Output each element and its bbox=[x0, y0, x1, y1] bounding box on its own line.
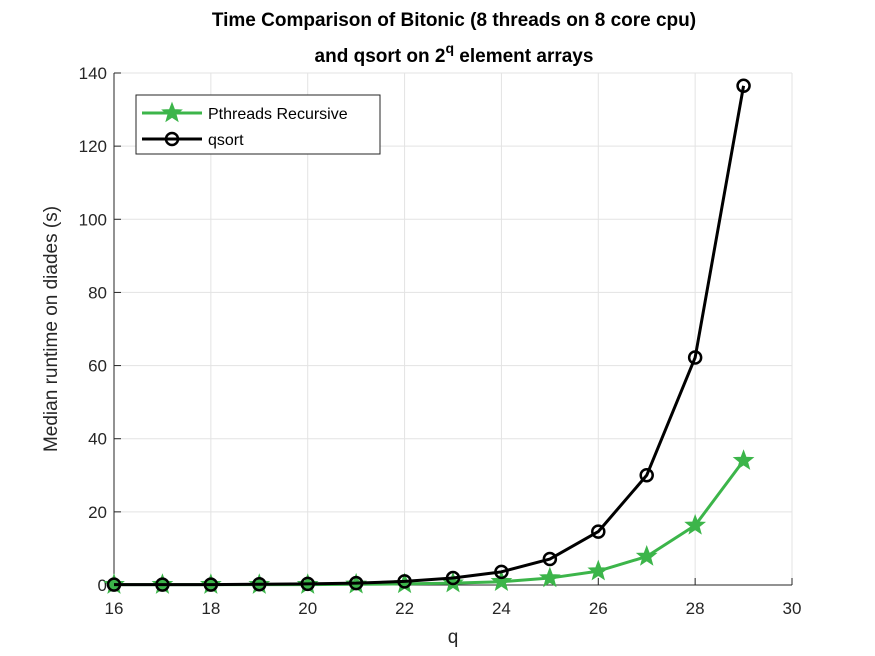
circle-marker bbox=[397, 574, 412, 589]
x-tick-label: 26 bbox=[589, 599, 608, 618]
star-marker bbox=[635, 545, 658, 566]
legend-label: qsort bbox=[208, 132, 244, 149]
circle-marker bbox=[164, 131, 180, 147]
x-tick-label: 22 bbox=[395, 599, 414, 618]
title-line2-prefix: and qsort on 2 bbox=[315, 46, 446, 67]
series-line bbox=[114, 85, 746, 587]
legend-entry: qsort bbox=[142, 131, 244, 149]
circle-marker bbox=[203, 577, 219, 592]
chart-title-line1: Time Comparison of Bitonic (8 threads on… bbox=[212, 10, 696, 31]
series-qsort bbox=[106, 78, 751, 592]
star-marker bbox=[490, 570, 513, 591]
series-layer bbox=[103, 78, 755, 594]
x-tick-label: 24 bbox=[492, 599, 511, 618]
circle-marker bbox=[348, 575, 364, 591]
circle-marker bbox=[252, 577, 267, 592]
circle-marker bbox=[106, 577, 122, 592]
circle-marker bbox=[300, 576, 315, 592]
y-tick-label: 140 bbox=[79, 64, 107, 83]
x-axis-label: q bbox=[448, 627, 459, 648]
y-tick-label: 20 bbox=[88, 503, 107, 522]
x-tick-label: 18 bbox=[201, 599, 220, 618]
plot-area bbox=[114, 73, 792, 585]
x-tick-label: 16 bbox=[105, 599, 124, 618]
circle-marker bbox=[687, 350, 703, 365]
circle-marker bbox=[591, 524, 606, 539]
star-marker bbox=[732, 449, 755, 470]
circle-marker bbox=[155, 577, 170, 592]
star-marker bbox=[684, 513, 707, 535]
circle-marker bbox=[736, 78, 751, 94]
star-marker bbox=[538, 566, 561, 588]
star-marker bbox=[161, 101, 183, 123]
y-tick-label: 40 bbox=[88, 430, 107, 449]
y-tick-label: 60 bbox=[88, 357, 107, 376]
y-axis-label: Median runtime on diades (s) bbox=[41, 206, 62, 452]
x-tick-label: 28 bbox=[686, 599, 705, 618]
x-tick-label: 30 bbox=[783, 599, 802, 618]
y-tick-label: 120 bbox=[79, 137, 107, 156]
legend: Pthreads Recursive qsort bbox=[135, 94, 381, 155]
y-tick-label: 100 bbox=[79, 210, 107, 229]
star-marker bbox=[587, 559, 610, 581]
tick-labels: 16 18 20 22 24 26 28 30 0 20 40 60 80 100 120 140 bbox=[79, 64, 802, 618]
title-line2-suffix: element arrays bbox=[454, 46, 593, 67]
legend-label: Pthreads Recursive bbox=[208, 106, 348, 123]
circle-marker bbox=[494, 564, 509, 580]
circle-marker bbox=[445, 570, 461, 586]
circle-marker bbox=[542, 551, 558, 567]
chart-title-line2: and qsort on 2q element arrays bbox=[315, 40, 594, 67]
title-line2-superscript: q bbox=[445, 40, 454, 56]
y-tick-label: 0 bbox=[98, 576, 107, 595]
circle-marker bbox=[639, 468, 654, 483]
legend-entry: Pthreads Recursive bbox=[142, 101, 348, 123]
y-tick-label: 80 bbox=[88, 283, 107, 302]
x-tick-label: 20 bbox=[298, 599, 317, 618]
